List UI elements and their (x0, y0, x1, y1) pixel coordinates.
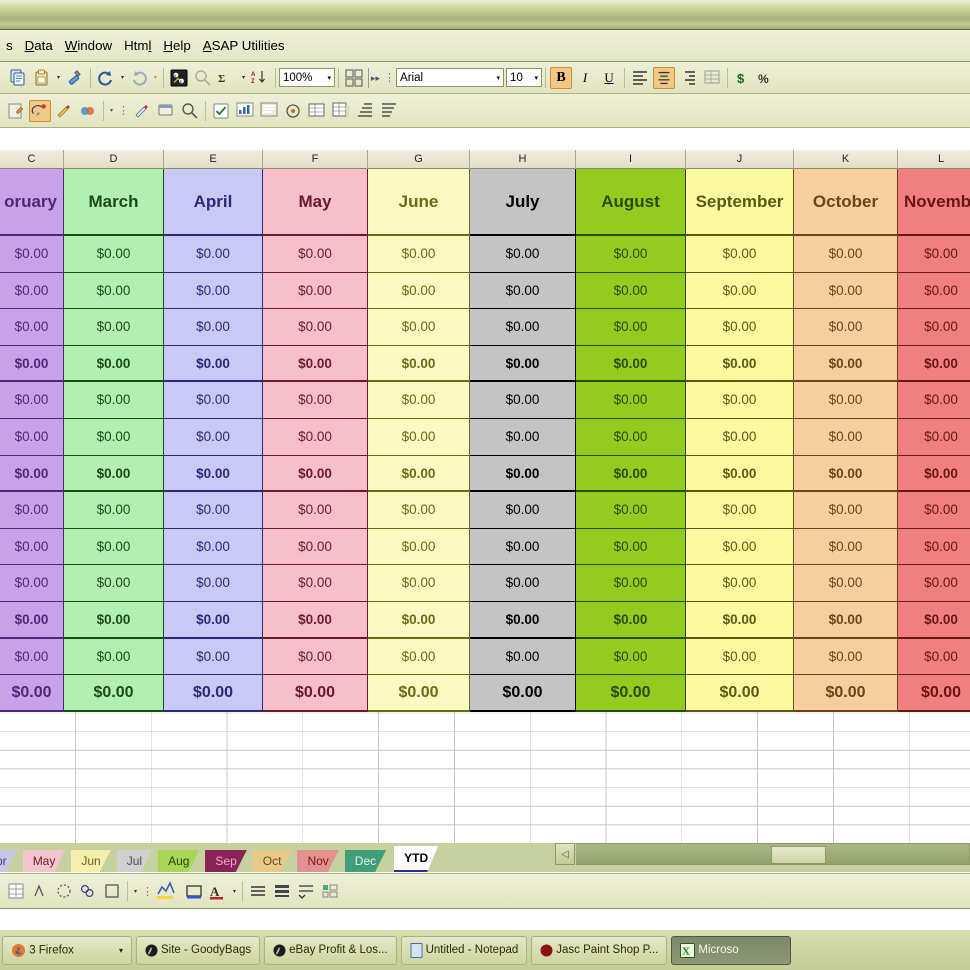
svg-text:A: A (210, 884, 220, 899)
svg-text:$: $ (180, 79, 182, 83)
svg-text:$: $ (737, 71, 745, 86)
svg-text:Z: Z (251, 79, 255, 85)
svg-text:Σ: Σ (218, 73, 225, 85)
svg-text:€: € (174, 73, 176, 77)
svg-text:A: A (251, 72, 256, 78)
svg-text:X: X (682, 945, 690, 957)
svg-text:%: % (758, 72, 769, 86)
